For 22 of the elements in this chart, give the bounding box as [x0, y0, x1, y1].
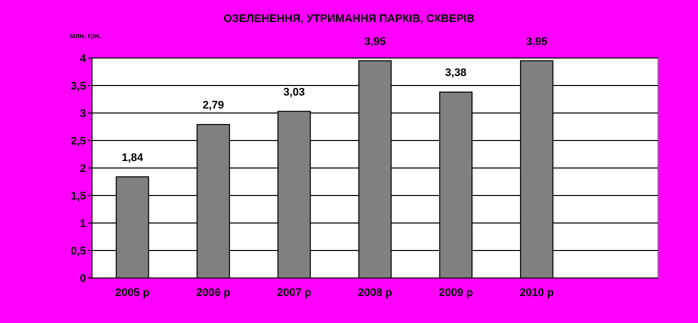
- y-tick-label: 0,5: [70, 245, 86, 258]
- y-tick-label: 0: [80, 272, 86, 285]
- x-tick-label: 2005 р: [115, 287, 150, 299]
- data-label: 2,79: [202, 100, 224, 112]
- data-label: 3,03: [283, 86, 305, 98]
- y-tick-label: 2: [80, 162, 86, 175]
- y-tick-label: 4: [80, 52, 87, 65]
- chart-title: ОЗЕЛЕНЕННЯ, УТРИМАННЯ ПАРКІВ, СКВЕРІВ: [223, 13, 475, 25]
- x-tick-label: 2007 р: [277, 287, 312, 299]
- y-tick-label: 1: [80, 218, 86, 230]
- data-label: 1,84: [122, 152, 144, 164]
- x-tick-label: 2008 р: [358, 287, 392, 299]
- y-tick-label: 2,5: [70, 135, 86, 148]
- y-tick-label: 1,5: [70, 190, 86, 202]
- x-tick-label: 2009 р: [438, 287, 474, 299]
- y-tick-label: 3,5: [70, 80, 86, 92]
- data-label: 3,95: [364, 36, 386, 48]
- y-tick-label: 3: [80, 108, 86, 120]
- data-label: 3,95: [526, 36, 548, 48]
- data-label: 3,38: [445, 67, 467, 80]
- x-tick-label: 2006 р: [196, 287, 231, 299]
- x-tick-label: 2010 р: [520, 287, 554, 299]
